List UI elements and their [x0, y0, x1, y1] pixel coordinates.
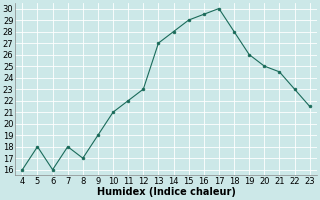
X-axis label: Humidex (Indice chaleur): Humidex (Indice chaleur) — [97, 187, 236, 197]
